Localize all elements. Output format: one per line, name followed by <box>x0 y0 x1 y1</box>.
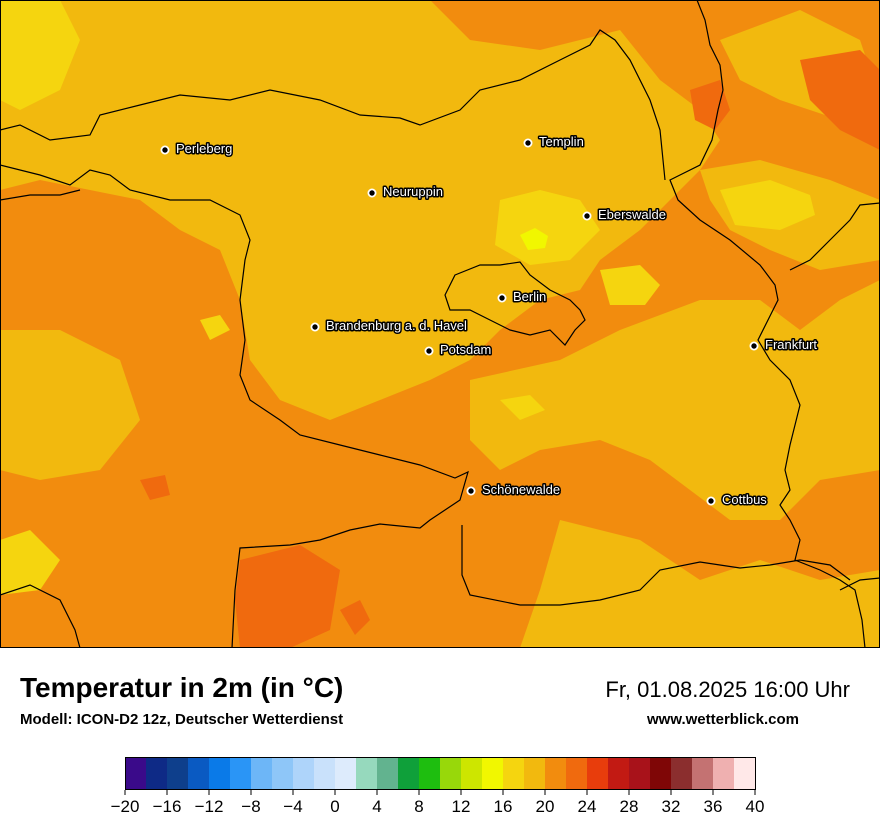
city-marker <box>160 145 170 155</box>
colorbar-tick-label: −20 <box>111 797 140 816</box>
city-marker <box>497 293 507 303</box>
temperature-colorbar: −20 −16 −12 −8 −4 0 4 8 12 16 20 24 28 32 36 40 <box>111 757 765 816</box>
administrative-borders <box>0 0 880 648</box>
colorbar-tick-label: −8 <box>241 797 260 816</box>
map-title: Temperatur in 2m (in °C) <box>20 672 344 703</box>
colorbar-swatch <box>503 757 525 790</box>
colorbar-swatch <box>524 757 546 790</box>
colorbar-swatch <box>419 757 441 790</box>
colorbar-tick-label: 24 <box>578 797 597 816</box>
colorbar-ticks: −20 −16 −12 −8 −4 0 4 8 12 16 20 24 28 32 36 40 <box>111 790 765 816</box>
colorbar-swatch <box>356 757 378 790</box>
city-label: Perleberg <box>176 141 232 156</box>
city-marker <box>424 346 434 356</box>
colorbar-swatch <box>398 757 420 790</box>
colorbar-swatch <box>314 757 336 790</box>
colorbar-swatch <box>713 757 735 790</box>
colorbar-tick-label: −16 <box>153 797 182 816</box>
city-potsdam: Potsdam <box>424 341 493 359</box>
city-neuruppin: Neuruppin <box>367 183 445 201</box>
colorbar-swatch <box>461 757 483 790</box>
colorbar-swatch <box>608 757 630 790</box>
colorbar-tick-label: 36 <box>704 797 723 816</box>
colorbar-swatch <box>230 757 252 790</box>
colorbar-tick-label: 12 <box>452 797 471 816</box>
colorbar-swatch <box>671 757 693 790</box>
colorbar-swatch <box>587 757 609 790</box>
colorbar-swatch <box>125 757 147 790</box>
colorbar-swatches <box>125 757 756 790</box>
city-perleberg: Perleberg <box>160 140 234 158</box>
city-berlin: Berlin <box>497 288 548 306</box>
city-cottbus: Cottbus <box>706 491 769 509</box>
city-marker <box>582 211 592 221</box>
colorbar-swatch <box>293 757 315 790</box>
colorbar-swatch <box>734 757 756 790</box>
colorbar-swatch <box>566 757 588 790</box>
city-label: Schönewalde <box>482 482 560 497</box>
city-label: Eberswalde <box>598 207 666 222</box>
city-marker <box>706 496 716 506</box>
colorbar-swatch <box>482 757 504 790</box>
city-label: Brandenburg a. d. Havel <box>326 318 467 333</box>
colorbar-tick-label: 4 <box>372 797 381 816</box>
city-marker <box>367 188 377 198</box>
colorbar-swatch <box>629 757 651 790</box>
temperature-field-hot-orange <box>140 50 880 648</box>
colorbar-swatch <box>692 757 714 790</box>
colorbar-tick-label: 28 <box>620 797 639 816</box>
city-marker <box>523 138 533 148</box>
temperature-field-yellow <box>0 0 815 595</box>
colorbar-swatch <box>251 757 273 790</box>
model-info: Modell: ICON-D2 12z, Deutscher Wetterdie… <box>20 711 344 728</box>
colorbar-tick-label: −4 <box>283 797 302 816</box>
colorbar-tick-label: 20 <box>536 797 555 816</box>
colorbar-swatch <box>377 757 399 790</box>
city-label: Frankfurt <box>765 337 817 352</box>
temperature-map: Perleberg Templin Neuruppin Eberswalde B… <box>0 0 880 648</box>
city-marker <box>749 341 759 351</box>
city-label: Templin <box>539 134 584 149</box>
website-label: www.wetterblick.com <box>647 711 799 728</box>
colorbar-tick-label: 40 <box>746 797 765 816</box>
city-brandenburg-a-d-havel: Brandenburg a. d. Havel <box>310 317 469 335</box>
city-schoenewalde: Schönewalde <box>466 481 562 499</box>
city-label: Neuruppin <box>383 184 443 199</box>
colorbar-tick-label: 0 <box>330 797 339 816</box>
colorbar-frame <box>125 757 756 790</box>
colorbar-swatch <box>440 757 462 790</box>
city-label: Cottbus <box>722 492 767 507</box>
city-frankfurt: Frankfurt <box>749 336 819 354</box>
colorbar-swatch <box>650 757 672 790</box>
city-templin: Templin <box>523 133 585 151</box>
colorbar-swatch <box>188 757 210 790</box>
colorbar-swatch <box>167 757 189 790</box>
colorbar-tick-label: 32 <box>662 797 681 816</box>
city-label: Berlin <box>513 289 546 304</box>
colorbar-swatch <box>272 757 294 790</box>
city-marker <box>310 322 320 332</box>
colorbar-swatch <box>209 757 231 790</box>
city-marker <box>466 486 476 496</box>
colorbar-swatch <box>335 757 357 790</box>
city-eberswalde: Eberswalde <box>582 206 667 224</box>
temperature-field-bright-yellow <box>520 228 548 250</box>
colorbar-swatch <box>545 757 567 790</box>
forecast-datetime: Fr, 01.08.2025 16:00 Uhr <box>605 677 850 702</box>
colorbar-tick-label: 16 <box>494 797 513 816</box>
city-label: Potsdam <box>440 342 491 357</box>
colorbar-swatch <box>146 757 168 790</box>
colorbar-tick-label: 8 <box>414 797 423 816</box>
colorbar-tick-label: −12 <box>195 797 224 816</box>
